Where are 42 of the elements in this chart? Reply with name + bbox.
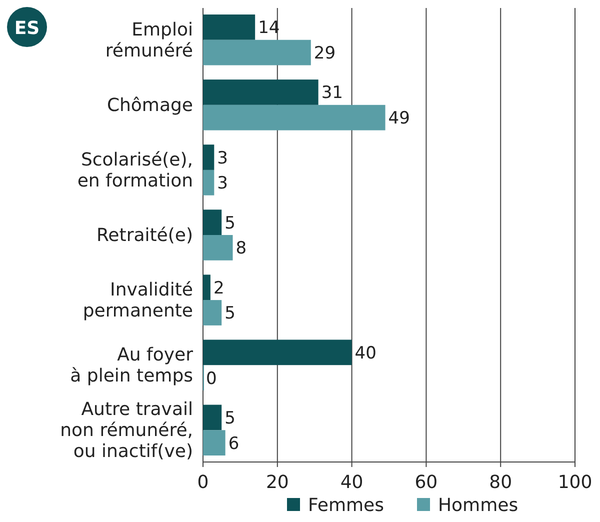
data-label: 5 [224,408,236,428]
x-tick-label: 80 [489,472,512,493]
x-tick-label: 0 [197,472,209,493]
bar [203,235,233,260]
y-tick-label: Emploi rémunéré [105,19,193,62]
y-tick-label: Autre travail non rémunéré, ou inactif(ve) [60,399,193,462]
bar [203,210,222,235]
y-tick-label: Scolarisé(e), en formation [77,149,193,192]
bar [203,340,352,366]
data-label: 5 [224,304,236,324]
bar [203,300,222,326]
data-label: 29 [314,44,336,64]
bar [203,430,226,456]
bar [203,80,318,105]
data-label: 5 [224,213,236,234]
legend-label: Hommes [438,495,518,516]
y-tick-label: Au foyer à plein temps [70,344,194,387]
data-label: 0 [206,368,217,389]
data-label: 31 [321,83,343,104]
data-label: 3 [217,148,228,168]
bar [203,170,214,196]
bar [203,274,210,300]
bar [203,14,256,40]
legend-label: Femmes [308,495,384,516]
data-label: 49 [388,108,410,129]
bar [203,40,311,66]
circle-badge: ES [7,7,47,47]
y-tick-label: Retraité(e) [96,225,193,246]
y-tick-label: Chômage [106,94,193,116]
data-label: 40 [354,343,376,364]
y-tick-label: Invalidité permanente [82,280,193,322]
x-tick-label: 100 [558,472,592,493]
bar [203,404,222,430]
data-label: 2 [213,278,224,298]
x-tick-label: 40 [340,472,364,493]
bar [203,104,386,130]
data-label: 6 [228,434,240,454]
x-tick-label: 60 [414,472,438,493]
x-tick-label: 20 [266,472,289,493]
bar [203,144,214,170]
data-label: 3 [217,174,228,194]
data-label: 8 [236,238,247,259]
